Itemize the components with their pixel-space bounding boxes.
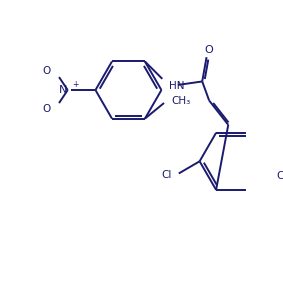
Text: O: O: [204, 45, 213, 55]
Text: Cl: Cl: [277, 171, 283, 181]
Text: Cl: Cl: [162, 170, 172, 180]
Text: O: O: [42, 66, 50, 76]
Text: N: N: [59, 85, 68, 95]
Text: O: O: [42, 104, 50, 114]
Text: CH₃: CH₃: [171, 96, 190, 106]
Text: +: +: [72, 80, 78, 89]
Text: HN: HN: [169, 81, 185, 91]
